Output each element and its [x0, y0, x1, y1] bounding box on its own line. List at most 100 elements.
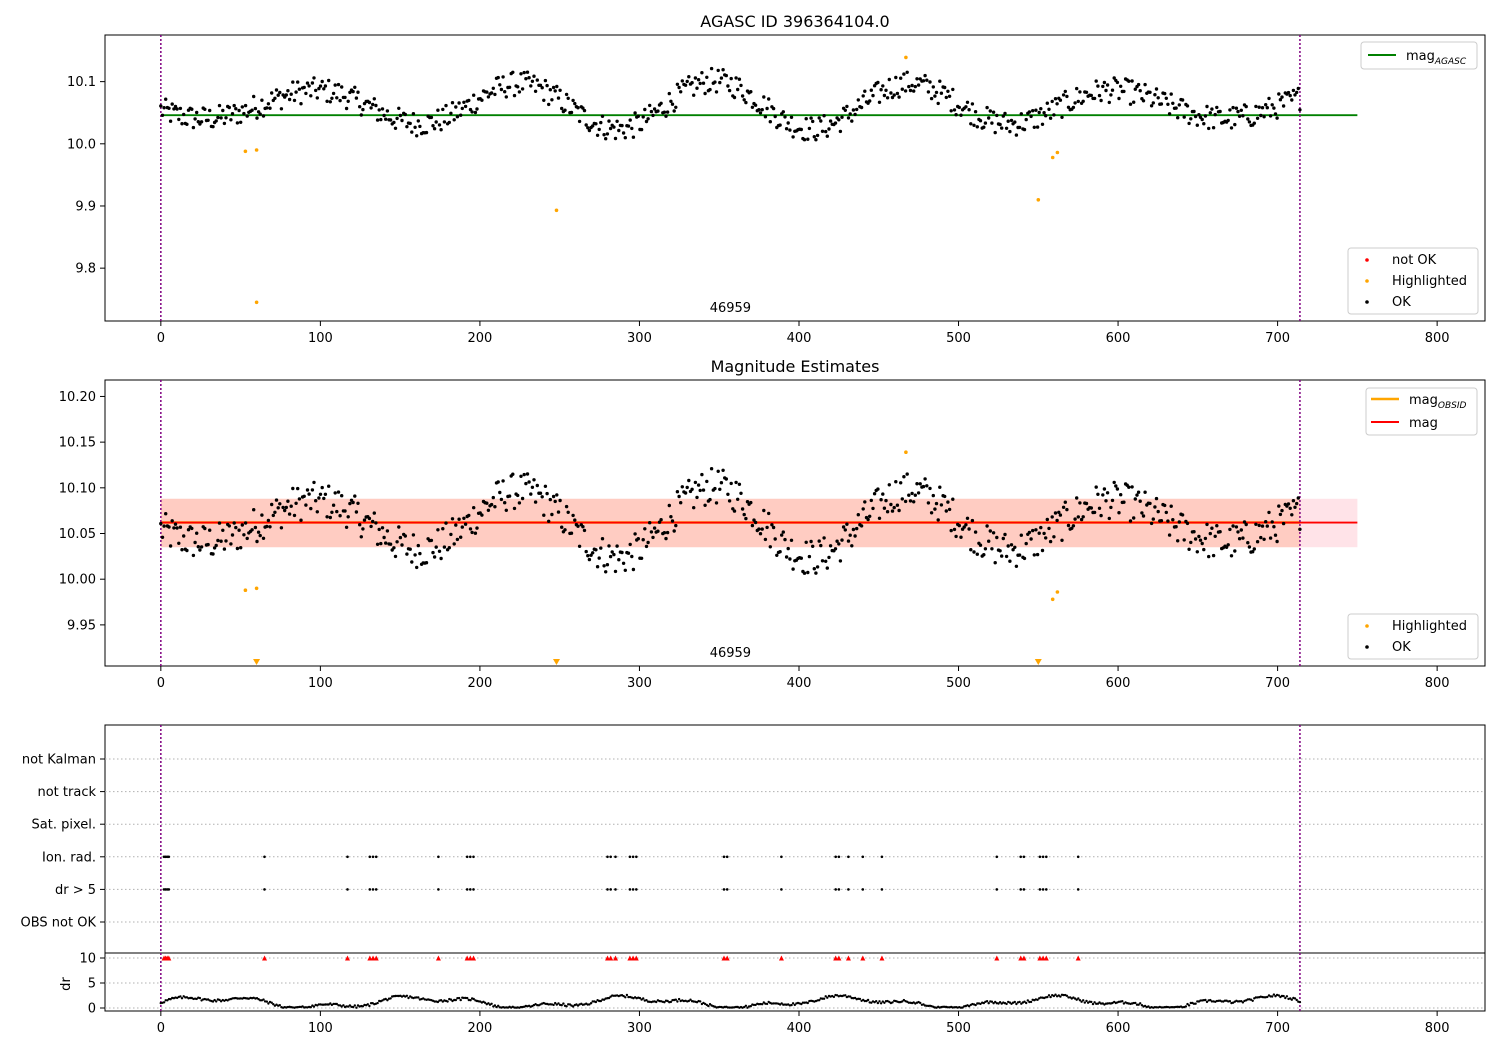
ok-point: [605, 563, 610, 567]
ok-point: [969, 548, 973, 552]
ok-point: [558, 88, 562, 93]
ok-point: [242, 533, 246, 537]
ok-point: [1032, 125, 1037, 129]
ok-point: [1035, 552, 1040, 557]
ok-point: [457, 517, 461, 521]
ok-point: [553, 89, 557, 93]
dr-point: [1134, 1001, 1137, 1005]
ok-point: [1031, 528, 1035, 533]
dr-clipped-marker: [367, 955, 373, 961]
ok-point: [486, 508, 491, 512]
ok-point: [765, 106, 769, 111]
ok-point: [809, 539, 813, 544]
ok-point: [680, 79, 684, 83]
ok-point: [1197, 534, 1201, 539]
ok-point: [1262, 537, 1266, 541]
ok-point: [315, 510, 319, 514]
ok-point: [441, 527, 445, 531]
dr-clipped-marker: [724, 955, 730, 961]
x-tick-label: 400: [787, 331, 812, 346]
ok-point: [346, 515, 350, 519]
dr-point: [759, 1002, 762, 1006]
panel2-legend-bottom[interactable]: Highlighted OK: [1347, 613, 1479, 660]
dr-point: [765, 1002, 769, 1006]
ok-point: [431, 550, 435, 555]
x-tick-label: 500: [946, 331, 971, 346]
ok-point: [1076, 99, 1081, 104]
dr-point: [361, 1005, 365, 1008]
ok-point: [848, 533, 852, 537]
ok-point: [1117, 511, 1121, 515]
ok-point: [703, 91, 707, 96]
panel1-legend-bottom[interactable]: not OK Highlighted OK: [1347, 247, 1479, 315]
ok-point: [757, 527, 761, 531]
ok-point: [1122, 89, 1126, 94]
x-tick-label: 400: [787, 676, 812, 691]
ok-point: [675, 82, 680, 87]
ok-point: [1288, 506, 1292, 510]
ok-point: [351, 89, 355, 94]
dr-y-tick-label: 10: [79, 952, 96, 967]
panel2-legend-top[interactable]: magOBSID mag: [1365, 387, 1478, 436]
flag-point: [847, 888, 850, 891]
ok-point: [789, 538, 794, 542]
ok-point: [993, 130, 997, 135]
flag-point: [631, 855, 635, 859]
ok-point: [1268, 536, 1273, 540]
ok-point: [1004, 554, 1009, 559]
ok-point: [1035, 125, 1040, 129]
ok-point: [828, 544, 833, 548]
ok-point: [1061, 505, 1066, 509]
ok-point: [336, 490, 341, 494]
ok-point: [1130, 79, 1134, 83]
ok-point: [501, 75, 505, 79]
ok-point: [224, 539, 228, 543]
ok-point: [504, 508, 508, 512]
dr-point: [1241, 1001, 1245, 1004]
ok-point: [1119, 493, 1123, 497]
ok-point: [913, 493, 917, 497]
ok-point: [928, 80, 932, 84]
dr-point: [974, 1003, 977, 1007]
ok-point: [294, 90, 298, 94]
ok-point: [718, 487, 722, 491]
ok-point: [252, 94, 256, 99]
ok-point: [885, 96, 890, 100]
dr-point: [994, 1000, 997, 1004]
ok-point: [1291, 88, 1296, 93]
dr-point: [1290, 998, 1294, 1001]
ok-point: [437, 549, 442, 553]
dr-point: [708, 1003, 712, 1006]
ok-point: [972, 123, 976, 128]
ok-point: [1042, 111, 1046, 115]
ok-point: [463, 522, 468, 526]
ok-point: [646, 540, 650, 545]
ok-point: [604, 137, 608, 141]
ok-point: [533, 500, 538, 504]
ok-point: [1260, 524, 1265, 528]
ok-point: [783, 537, 787, 542]
ok-point: [1006, 119, 1010, 123]
ok-point: [553, 499, 557, 504]
ok-point: [887, 483, 891, 487]
ok-point: [475, 526, 479, 530]
ok-point: [330, 96, 334, 101]
ok-point: [320, 79, 324, 84]
panel1-legend-top[interactable]: magAGASC: [1360, 41, 1478, 70]
ok-point: [371, 102, 375, 107]
legend-marker-highlighted: [1365, 279, 1369, 283]
ok-point: [1024, 541, 1028, 546]
ok-point: [1060, 538, 1064, 542]
ok-point: [877, 100, 882, 105]
ok-point: [1270, 103, 1274, 107]
ok-point: [933, 507, 937, 511]
flag-point: [609, 888, 612, 891]
ok-point: [921, 484, 926, 489]
ok-point: [473, 110, 478, 115]
ok-point: [190, 526, 194, 531]
ok-point: [899, 481, 903, 485]
ok-point: [594, 548, 598, 552]
ok-point: [1079, 517, 1084, 522]
ok-point: [1097, 93, 1102, 98]
ok-point: [268, 106, 272, 110]
